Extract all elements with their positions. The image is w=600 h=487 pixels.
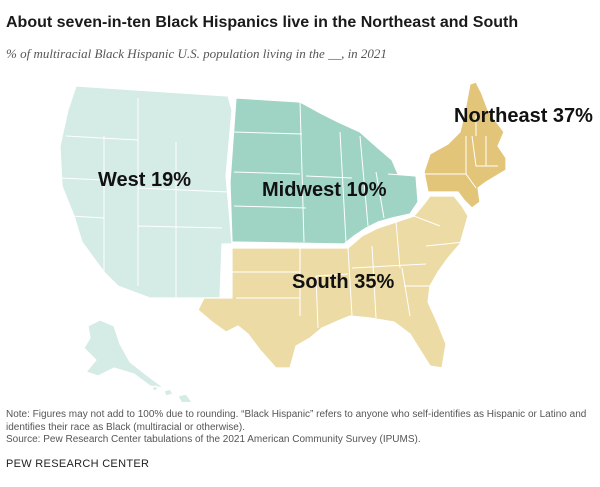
region-west [59,85,233,402]
label-northeast: Northeast 37% [454,105,593,127]
label-midwest: Midwest 10% [262,179,387,201]
us-region-map: West 19% Midwest 10% Northeast 37% South… [59,81,593,402]
brand-wordmark: PEW RESEARCH CENTER [6,458,150,470]
region-midwest [229,97,419,245]
chart-note: Note: Figures may not add to 100% due to… [6,409,587,433]
chart-title: About seven-in-ten Black Hispanics live … [6,14,519,31]
region-south [197,195,469,369]
chart-subtitle: % of multiracial Black Hispanic U.S. pop… [6,46,387,61]
region-northeast-shape [423,81,507,209]
label-west: West 19% [98,169,191,191]
region-northeast [423,81,507,209]
region-west-hawaii [151,385,193,402]
chart-source: Source: Pew Research Center tabulations … [6,434,421,445]
region-south-shape [197,195,469,369]
region-midwest-shape [229,97,419,245]
region-west-alaska [83,319,165,389]
region-west-shape [59,85,233,299]
label-south: South 35% [292,271,394,293]
